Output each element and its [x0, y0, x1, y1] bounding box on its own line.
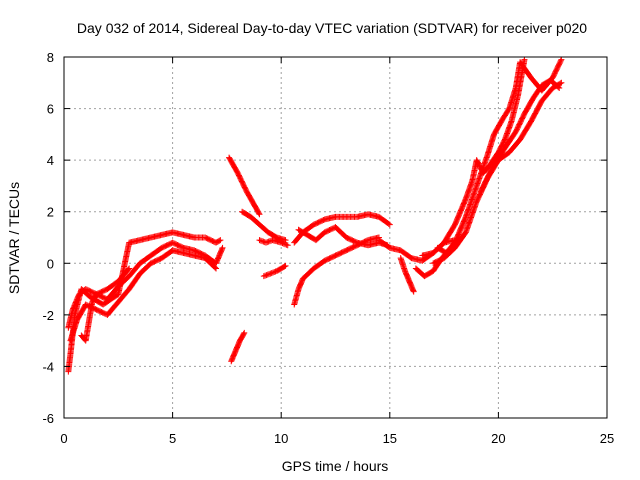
data-point [263, 272, 270, 279]
x-tick-label: 20 [491, 431, 505, 446]
series-track-mid-a [256, 237, 291, 249]
data-point [213, 265, 220, 272]
data-points [65, 56, 565, 375]
series-track-mid-b [260, 262, 289, 280]
y-tick-label: 4 [47, 153, 54, 168]
data-point [216, 237, 223, 244]
data-point [282, 241, 289, 248]
data-point [240, 331, 247, 338]
x-axis-label: GPS time / hours [282, 458, 389, 474]
data-point [212, 264, 219, 271]
data-point [256, 237, 263, 244]
data-point [269, 269, 276, 276]
series-track-early-d [78, 265, 133, 344]
data-point [521, 56, 528, 63]
series-track-drop-2 [226, 154, 263, 218]
data-point [256, 211, 263, 218]
plot-frame [63, 56, 608, 419]
data-point [126, 265, 133, 272]
y-tick-label: -2 [42, 308, 54, 323]
data-point [219, 246, 226, 253]
data-point [262, 272, 269, 279]
x-tick-label: 10 [274, 431, 288, 446]
series-track-late-a [419, 56, 528, 259]
data-point [284, 242, 291, 249]
series-track-mid-g [397, 255, 417, 295]
series-track-late-e [478, 77, 563, 195]
data-point [557, 57, 564, 64]
data-point [260, 238, 267, 245]
y-axis-label: SDTVAR / TECUs [6, 182, 22, 294]
data-point [125, 266, 132, 273]
data-point [260, 273, 267, 280]
data-point [283, 241, 290, 248]
data-point [456, 234, 463, 241]
series-track-mid-c [291, 234, 382, 308]
data-point [264, 271, 271, 278]
data-point [268, 270, 275, 277]
data-point [278, 239, 285, 246]
axis-ticks: 0 5 10 15 20 25 -6 -4 -2 0 2 4 6 8 [42, 50, 614, 446]
data-point [557, 80, 564, 87]
series-track-mid-d [291, 211, 393, 246]
data-point [255, 210, 262, 217]
data-point [558, 56, 565, 63]
y-tick-label: 0 [47, 256, 54, 271]
data-point [262, 239, 269, 246]
data-point [264, 239, 271, 246]
data-point [265, 238, 272, 245]
data-point [219, 244, 226, 251]
y-tick-label: 8 [47, 50, 54, 65]
data-point [280, 240, 287, 247]
chart-title: Day 032 of 2014, Sidereal Day-to-day VTE… [77, 20, 587, 36]
data-point [241, 329, 248, 336]
x-tick-label: 25 [600, 431, 614, 446]
data-point [282, 262, 289, 269]
data-point [281, 263, 288, 270]
x-tick-label: 5 [169, 431, 176, 446]
y-tick-label: -4 [42, 359, 54, 374]
data-point [266, 271, 273, 278]
data-point [386, 221, 393, 228]
data-point [217, 237, 224, 244]
y-tick-label: 2 [47, 205, 54, 220]
data-point [555, 84, 562, 91]
data-point [558, 79, 565, 86]
x-tick-label: 0 [60, 431, 67, 446]
data-point [271, 269, 278, 276]
x-tick-label: 15 [383, 431, 397, 446]
data-point [410, 288, 417, 295]
data-point [385, 220, 392, 227]
y-tick-label: -6 [42, 411, 54, 426]
series-track-early-c [65, 229, 224, 375]
y-tick-label: 6 [47, 102, 54, 117]
data-point [266, 238, 273, 245]
data-point [556, 84, 563, 91]
series-track-late-d [412, 234, 463, 280]
data-point [267, 270, 274, 277]
series-track-drop-3 [239, 208, 289, 244]
series-track-drop-1 [228, 329, 248, 365]
data-point [259, 238, 266, 245]
data-point [279, 240, 286, 247]
data-point [455, 235, 462, 242]
data-point [257, 237, 264, 244]
